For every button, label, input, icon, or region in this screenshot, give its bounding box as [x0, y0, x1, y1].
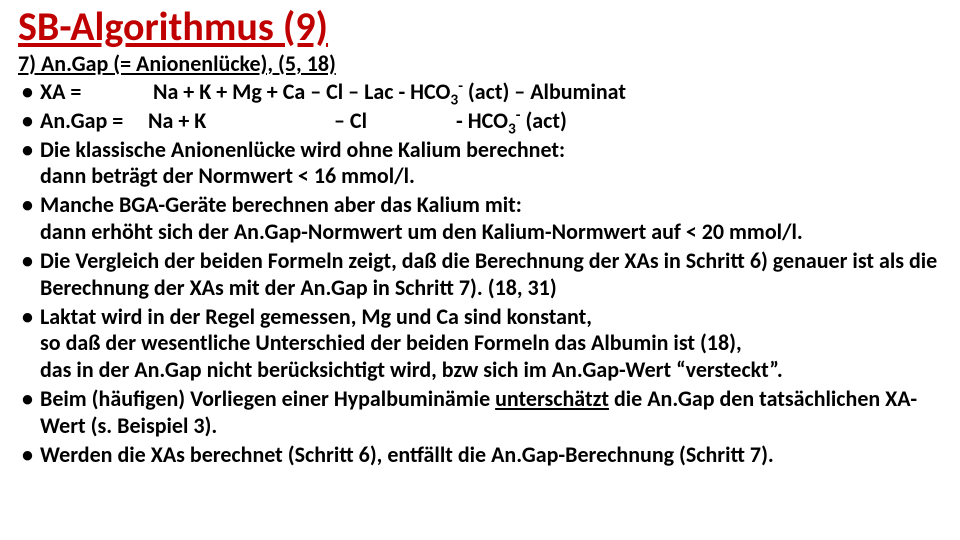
slide: SB-Algorithmus (9) 7) An.Gap (= Anionenl… [0, 0, 960, 481]
ag-f2: – Cl [334, 108, 456, 135]
xa-formula-pre: Na + K + Mg + Ca – Cl – Lac - HCO [153, 78, 450, 105]
bullet-compare: Die Vergleich der beiden Formeln zeigt, … [18, 248, 942, 302]
ag-f1: Na + K [148, 108, 334, 135]
bullet-angap-formula: An.Gap =Na + K– Cl- HCO3- (act) [18, 108, 942, 135]
bullet-bga: Manche BGA-Geräte berechnen aber das Kal… [18, 192, 942, 246]
ag-label: An.Gap = [40, 108, 148, 135]
bullet-bga-l1: Manche BGA-Geräte berechnen aber das Kal… [40, 191, 522, 218]
bullet-compare-l1: Die Vergleich der beiden Formeln zeigt, … [40, 247, 937, 301]
xa-label: XA = [40, 79, 148, 106]
xa-formula-post: (act) – Albuminat [463, 78, 626, 105]
ag-f4: (act) [520, 107, 566, 134]
bullet-list: XA = Na + K + Mg + Ca – Cl – Lac - HCO3-… [18, 79, 942, 469]
bullet-entfaellt: Werden die XAs berechnet (Schritt 6), en… [18, 442, 942, 469]
bullet-hypalbumin: Beim (häufigen) Vorliegen einer Hypalbum… [18, 386, 942, 440]
bullet-laktat-l1: Laktat wird in der Regel gemessen, Mg un… [40, 303, 592, 330]
ag-f3: - HCO [456, 107, 508, 134]
slide-title: SB-Algorithmus (9) [18, 6, 942, 48]
bullet-bga-l2: dann erhöht sich der An.Gap-Normwert um … [40, 218, 803, 245]
bullet-classic-l2: dann beträgt der Normwert < 16 mmol/l. [40, 162, 415, 189]
bullet-entfaellt-l1: Werden die XAs berechnet (Schritt 6), en… [40, 441, 774, 468]
bullet-laktat-l2: so daß der wesentliche Unterschied der b… [40, 329, 742, 356]
bullet-hypalbumin-underline: unterschätzt [495, 385, 609, 412]
bullet-xa-formula: XA = Na + K + Mg + Ca – Cl – Lac - HCO3-… [18, 79, 942, 106]
bullet-laktat-l3: das in der An.Gap nicht berücksichtigt w… [40, 356, 783, 383]
bullet-classic: Die klassische Anionenlücke wird ohne Ka… [18, 137, 942, 191]
bullet-classic-l1: Die klassische Anionenlücke wird ohne Ka… [40, 136, 565, 163]
bullet-laktat: Laktat wird in der Regel gemessen, Mg un… [18, 304, 942, 384]
section-heading: 7) An.Gap (= Anionenlücke), (5, 18) [18, 50, 942, 77]
bullet-hypalbumin-pre: Beim (häufigen) Vorliegen einer Hypalbum… [40, 385, 495, 412]
